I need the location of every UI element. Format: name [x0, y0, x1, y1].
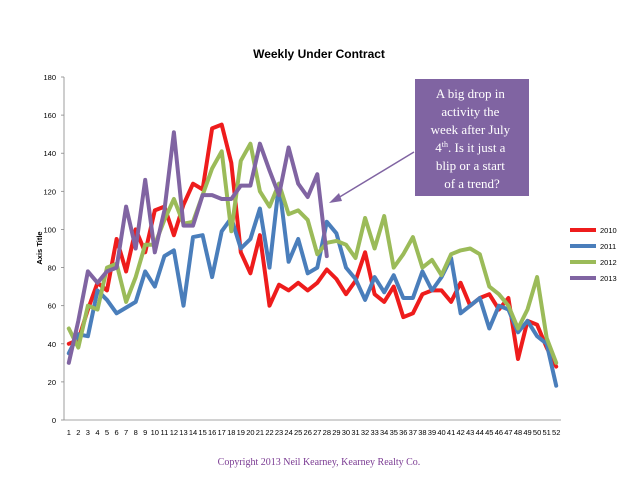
x-tick-label: 27 [313, 428, 321, 437]
x-tick-label: 3 [86, 428, 90, 437]
x-tick-label: 12 [170, 428, 178, 437]
x-tick-label: 17 [218, 428, 226, 437]
copyright-footer: Copyright 2013 Neil Kearney, Kearney Rea… [217, 457, 421, 468]
x-tick-label: 35 [390, 428, 398, 437]
x-tick-label: 46 [495, 428, 503, 437]
x-tick-label: 38 [418, 428, 426, 437]
x-tick-label: 48 [514, 428, 522, 437]
x-tick-label: 49 [523, 428, 531, 437]
x-tick-label: 13 [179, 428, 187, 437]
x-tick-label: 16 [208, 428, 216, 437]
callout-line: blip or a start [436, 158, 505, 173]
x-tick-label: 39 [428, 428, 436, 437]
callout-annotation: A big drop in activity the week after Ju… [329, 79, 529, 203]
series-line-2013 [66, 130, 329, 365]
x-tick-label: 34 [380, 428, 388, 437]
x-tick-label: 50 [533, 428, 541, 437]
callout-line: 4th. Is it just a [435, 140, 505, 155]
x-tick-label: 5 [105, 428, 109, 437]
x-tick-label: 11 [160, 428, 168, 437]
y-tick-label: 180 [43, 73, 56, 82]
x-tick-label: 2 [76, 428, 80, 437]
x-tick-label: 20 [246, 428, 254, 437]
legend-label-2011: 2011 [600, 242, 616, 251]
callout-line: A big drop in [436, 86, 505, 101]
y-tick-label: 140 [43, 149, 56, 158]
callout-box [415, 79, 529, 196]
x-axis: 1 2 3 4 5 6 7 8 9 10 11 12 13 14 15 16 17 18 19 20 21 22 23 24 2… [64, 419, 561, 437]
x-tick-label: 33 [370, 428, 378, 437]
callout-text: A big drop in activity the week after Ju… [431, 86, 514, 191]
legend-label-2010: 2010 [600, 226, 617, 235]
x-tick-label: 14 [189, 428, 197, 437]
x-tick-label: 36 [399, 428, 407, 437]
series-line-2012 [66, 141, 559, 365]
callout-line: week after July [431, 122, 511, 137]
x-tick-label: 44 [476, 428, 484, 437]
callout-line: activity the [441, 104, 499, 119]
x-tick-label: 40 [437, 428, 445, 437]
callout-arrow [332, 151, 415, 202]
y-tick-label: 20 [48, 378, 56, 387]
x-tick-label: 10 [151, 428, 159, 437]
y-tick-label: 120 [43, 187, 56, 196]
x-tick-label: 19 [237, 428, 245, 437]
y-axis-title: Axis Title [35, 231, 44, 264]
series-line-2011 [66, 181, 559, 388]
x-tick-label: 7 [124, 428, 128, 437]
x-tick-label: 23 [275, 428, 283, 437]
x-tick-label: 22 [265, 428, 273, 437]
x-tick-label: 43 [466, 428, 474, 437]
y-tick-label: 0 [52, 416, 56, 425]
y-axis: 0 20 40 60 80 100 120 140 160 180 [43, 73, 65, 425]
x-tick-label: 26 [304, 428, 312, 437]
x-tick-label: 24 [284, 428, 292, 437]
x-tick-label: 51 [542, 428, 550, 437]
y-tick-label: 100 [43, 225, 56, 234]
series-layer [66, 122, 559, 388]
x-tick-label: 6 [114, 428, 118, 437]
callout-line: of a trend? [444, 176, 500, 191]
x-tick-label: 30 [342, 428, 350, 437]
x-tick-label: 4 [95, 428, 99, 437]
x-tick-label: 1 [67, 428, 71, 437]
x-tick-label: 21 [256, 428, 264, 437]
x-tick-label: 29 [332, 428, 340, 437]
legend-label-2013: 2013 [600, 274, 617, 283]
x-tick-label: 18 [227, 428, 235, 437]
y-tick-label: 80 [48, 264, 56, 273]
y-tick-label: 160 [43, 111, 56, 120]
x-tick-label: 28 [323, 428, 331, 437]
x-tick-label: 52 [552, 428, 560, 437]
legend-label-2012: 2012 [600, 258, 617, 267]
chart-title: Weekly Under Contract [253, 47, 385, 61]
x-tick-label: 8 [134, 428, 138, 437]
y-tick-label: 40 [48, 340, 56, 349]
x-tick-label: 42 [456, 428, 464, 437]
x-tick-label: 31 [351, 428, 359, 437]
legend: 2010 2011 2012 2013 [570, 226, 617, 283]
callout-arrowhead [329, 193, 342, 203]
x-tick-label: 37 [409, 428, 417, 437]
x-tick-label: 9 [143, 428, 147, 437]
x-tick-label: 15 [198, 428, 206, 437]
x-tick-label: 41 [447, 428, 455, 437]
x-tick-label: 45 [485, 428, 493, 437]
x-tick-label: 25 [294, 428, 302, 437]
x-tick-label: 47 [504, 428, 512, 437]
x-tick-label: 32 [361, 428, 369, 437]
y-tick-label: 60 [48, 302, 56, 311]
